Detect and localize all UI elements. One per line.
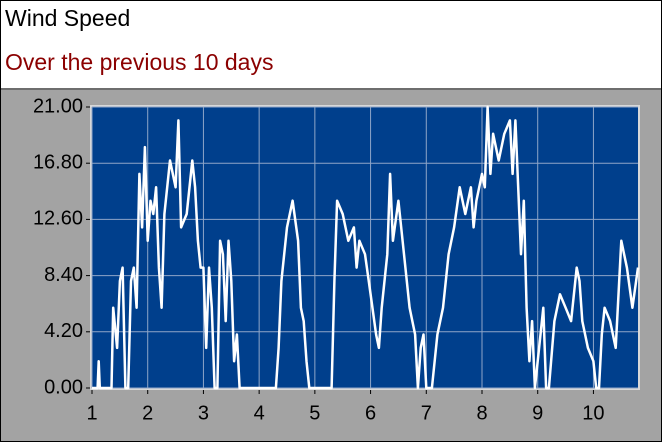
x-tick-label: 3 — [198, 402, 209, 424]
x-tick-label: 6 — [365, 402, 376, 424]
x-tick-label: 10 — [582, 402, 604, 424]
y-tick-label: 21.00 — [33, 95, 83, 117]
x-tick-label: 1 — [86, 402, 97, 424]
chart-title: Wind Speed — [5, 5, 130, 31]
x-tick-label: 4 — [254, 402, 265, 424]
y-tick-label: 0.00 — [44, 376, 83, 398]
x-tick-label: 5 — [309, 402, 320, 424]
data-line — [92, 105, 640, 390]
y-tick-label: 4.20 — [44, 320, 83, 342]
y-tick-label: 12.60 — [33, 208, 83, 230]
plot-area — [92, 107, 638, 388]
x-tick-label: 9 — [532, 402, 543, 424]
x-tick-label: 7 — [421, 402, 432, 424]
x-tick-label: 2 — [142, 402, 153, 424]
y-tick-label: 8.40 — [44, 264, 83, 286]
chart-subtitle: Over the previous 10 days — [5, 49, 273, 75]
y-tick-label: 16.80 — [33, 151, 83, 173]
x-tick-label: 8 — [476, 402, 487, 424]
